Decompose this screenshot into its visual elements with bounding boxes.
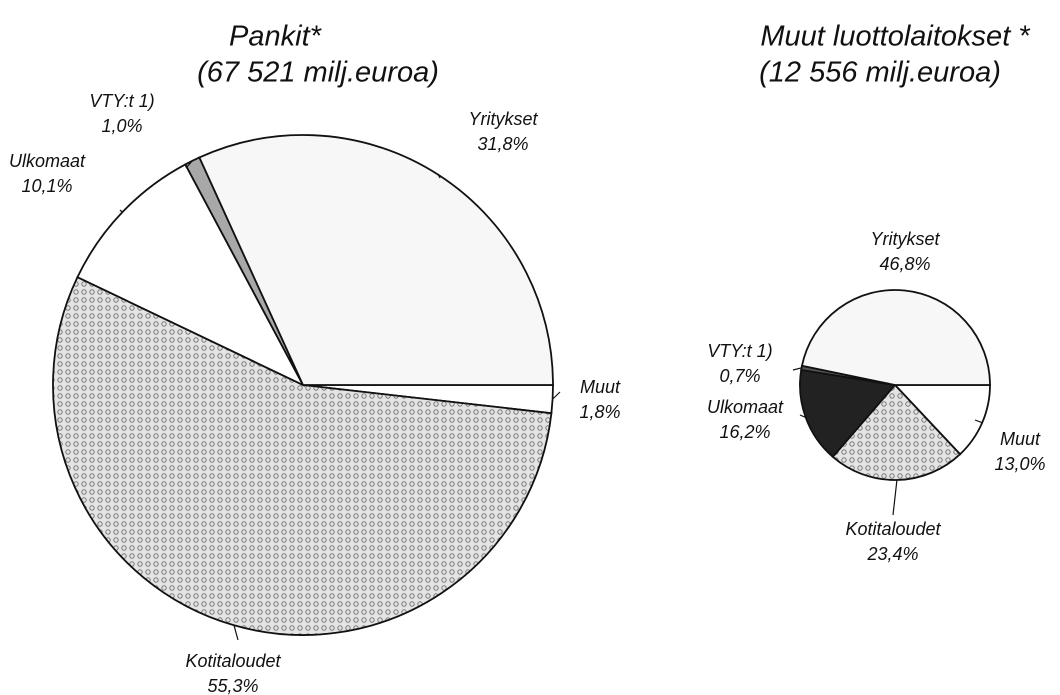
leader-line [792,367,802,371]
slice-value-label: 55,3% [207,676,258,695]
slice-value-label: 13,0% [994,454,1045,474]
pie-slice [76,163,306,387]
slice-value-label: 23,4% [866,544,918,564]
leader-line [119,209,123,213]
chart-title: Muut luottolaitokset * [760,21,1031,53]
slice-value-label: 1,0% [101,116,142,136]
chart-subtitle: (12 556 milj.euroa) [759,57,1001,89]
leader-line [552,391,561,400]
slice-label: Ulkomaat [9,151,86,171]
pie-slice [52,275,553,636]
leader-line [974,419,983,424]
slice-label: Kotitaloudet [185,651,281,671]
leader-line [892,479,898,516]
slice-value-label: 46,8% [879,254,930,274]
chart-title: Pankit* [229,21,323,53]
slice-value-label: 31,8% [477,134,528,154]
slice-label: Yritykset [468,109,538,129]
slice-label: Ulkomaat [707,397,784,417]
slice-value-label: 1,8% [579,402,620,422]
slice-label: VTY:t 1) [89,91,154,111]
slice-label: Muut [580,377,621,397]
pie-slice [800,289,991,386]
slice-value-label: 16,2% [719,422,770,442]
leader-line [185,160,193,169]
leader-line [233,625,239,641]
slice-label: Muut [1000,429,1041,449]
leader-line [437,174,441,179]
slice-value-label: 0,7% [719,366,760,386]
pie-slice [831,383,962,481]
slice-value-label: 10,1% [21,176,72,196]
slice-label: VTY:t 1) [707,341,772,361]
slice-label: Kotitaloudet [845,519,941,539]
slice-label: Yritykset [870,229,940,249]
leader-line [799,414,806,418]
chart-subtitle: (67 521 milj.euroa) [197,57,439,89]
